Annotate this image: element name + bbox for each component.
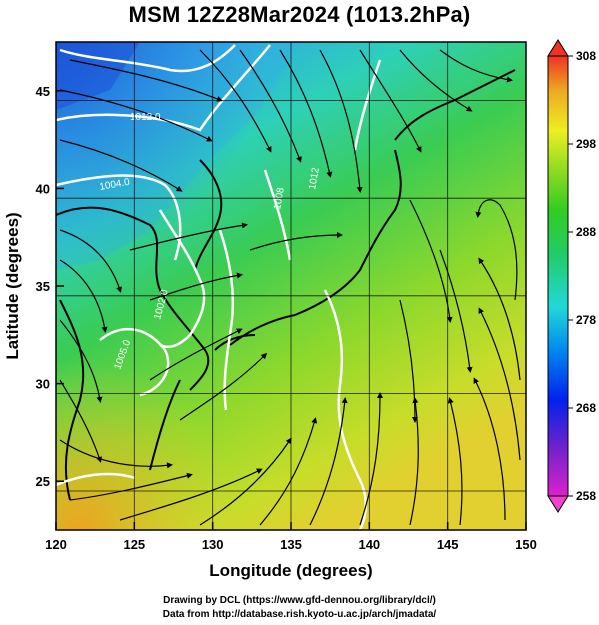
- isobars: [56, 44, 382, 530]
- isobar-label: 1012.0: [130, 112, 161, 123]
- credits: Drawing by DCL (https://www.gfd-dennou.o…: [0, 594, 599, 622]
- colorbar-tick-label: 268: [576, 401, 596, 415]
- y-tick-label: 35: [36, 279, 50, 294]
- x-axis: 120 125 130 135 140 145 150: [45, 522, 537, 552]
- colorbar: 308 298 288 278 268 258: [547, 39, 596, 513]
- colorbar-gradient: [547, 55, 569, 497]
- x-tick-label: 140: [358, 537, 380, 552]
- colorbar-upper-extension: [547, 39, 569, 57]
- y-axis: 25 30 35 40 45: [36, 84, 64, 489]
- y-axis-label: Latitude (degrees): [3, 212, 22, 359]
- credit-data: Data from http://database.rish.kyoto-u.a…: [162, 609, 437, 620]
- colorbar-tick-label: 288: [576, 225, 596, 239]
- wind-streamlines: [59, 49, 521, 526]
- isobar-label: 1012: [307, 166, 322, 190]
- x-tick-label: 120: [45, 537, 67, 552]
- x-tick-label: 145: [437, 537, 459, 552]
- x-tick-label: 125: [123, 537, 145, 552]
- y-tick-label: 40: [36, 181, 50, 196]
- isobar-label: 1004.0: [99, 177, 131, 193]
- x-axis-label: Longitude (degrees): [209, 561, 372, 580]
- colorbar-tick-label: 258: [576, 489, 596, 503]
- x-tick-label: 130: [202, 537, 224, 552]
- x-tick-label: 135: [280, 537, 302, 552]
- credit-drawing: Drawing by DCL (https://www.gfd-dennou.o…: [163, 595, 436, 606]
- map-title: MSM 12Z28Mar2024 (1013.2hPa): [128, 2, 471, 27]
- y-tick-label: 30: [36, 377, 50, 392]
- colorbar-lower-extension: [547, 495, 569, 513]
- colorbar-tick-label: 298: [576, 137, 596, 151]
- y-tick-label: 25: [36, 474, 50, 489]
- colorbar-tick-label: 308: [576, 49, 596, 63]
- y-tick-label: 45: [36, 84, 50, 99]
- x-tick-label: 150: [515, 537, 537, 552]
- colorbar-tick-label: 278: [576, 313, 596, 327]
- temperature-field: 1004.0 1008 1012.0 1012 1002.0 1005.0: [56, 42, 526, 530]
- graticule: [56, 42, 526, 530]
